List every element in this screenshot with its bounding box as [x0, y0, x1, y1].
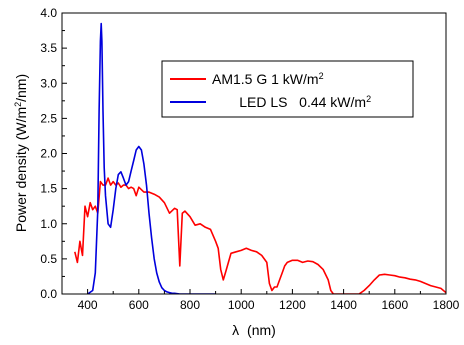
series-line-0	[74, 177, 446, 294]
x-tick-label: 1800	[433, 298, 460, 312]
legend: AM1.5 G 1 kW/m2 LED LS 0.44 kW/m2	[161, 60, 414, 118]
x-axis-label-unit: (nm)	[247, 322, 276, 338]
y-axis-ticks: 0.0 0.5 1.0 1.5 2.0 2.5 3.0 3.5 4.0	[40, 6, 67, 301]
x-tick-label: 1000	[228, 298, 255, 312]
y-tick-label: 4.0	[40, 6, 57, 20]
x-tick-label: 400	[78, 298, 98, 312]
legend-box	[161, 60, 414, 118]
x-axis-ticks: 400 600 800 1000 1200 1400 1600 1800	[61, 289, 460, 312]
y-axis-label-main: Power density (W/m	[13, 107, 29, 232]
legend-label-am15g: AM1.5 G 1 kW/m2	[212, 71, 324, 87]
x-tick-label: 1400	[330, 298, 357, 312]
legend-label-am15g-sup: 2	[319, 71, 324, 81]
legend-label-led-main: LED LS 0.44 kW/m	[239, 94, 366, 110]
y-tick-label: 3.0	[40, 76, 57, 90]
series-layer	[74, 22, 446, 294]
y-tick-label: 2.0	[40, 147, 57, 161]
x-axis-label-symbol: λ	[232, 322, 239, 338]
legend-label-am15g-main: AM1.5 G 1 kW/m	[212, 71, 319, 87]
y-tick-label: 2.5	[40, 111, 57, 125]
x-tick-label: 1600	[381, 298, 408, 312]
y-tick-label: 3.5	[40, 41, 57, 55]
legend-label-led: LED LS 0.44 kW/m2	[212, 94, 391, 110]
y-axis-label: Power density (W/m2/nm)	[13, 74, 29, 232]
y-tick-label: 1.5	[40, 182, 57, 196]
x-tick-label: 1200	[279, 298, 306, 312]
x-tick-label: 800	[180, 298, 200, 312]
legend-label-led-sup: 2	[366, 94, 371, 104]
y-axis-label-tail: /nm)	[13, 74, 29, 102]
y-tick-label: 0.0	[40, 287, 57, 301]
x-axis-label: λ (nm)	[232, 322, 276, 338]
series-line-1	[87, 22, 216, 294]
x-tick-label: 600	[129, 298, 149, 312]
y-tick-label: 1.0	[40, 217, 57, 231]
y-axis-label-sup: 2	[13, 102, 23, 107]
y-tick-label: 0.5	[40, 252, 57, 266]
